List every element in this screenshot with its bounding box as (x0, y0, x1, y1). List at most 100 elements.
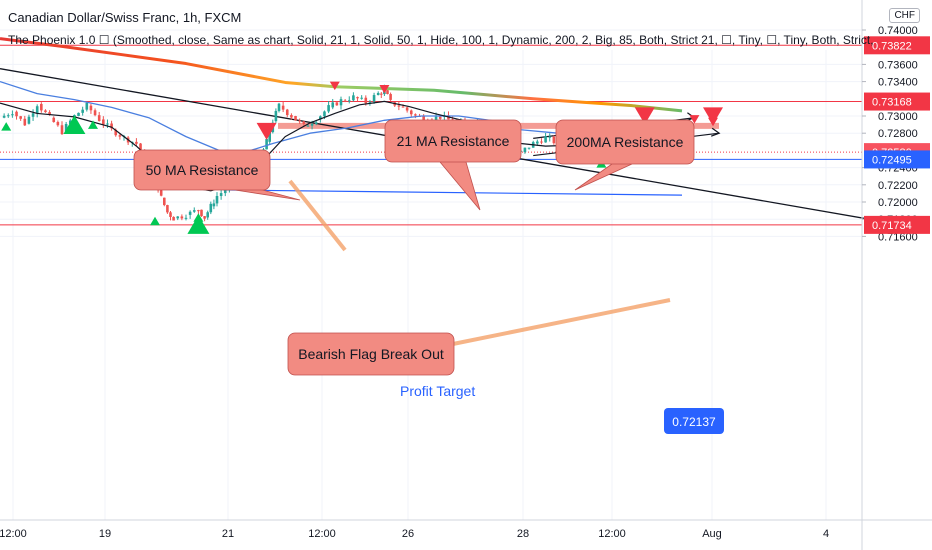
price-tick-label: 0.71600 (878, 231, 918, 243)
callout-200ma-tail (574, 163, 633, 191)
price-tick-label: 0.73000 (878, 111, 918, 123)
candle-bull (77, 112, 80, 116)
candle-bear (298, 120, 301, 122)
candle-bear (397, 105, 401, 107)
time-tick-label: Aug (702, 528, 722, 540)
candle-bull (339, 99, 343, 106)
buy-signal-triangle (1, 122, 12, 131)
candle-bull (314, 122, 318, 124)
time-tick-label: 28 (517, 528, 529, 540)
drawing-lines (0, 68, 900, 347)
candle-bear (135, 141, 138, 144)
price-tick-label: 0.72000 (878, 197, 918, 209)
candle-bull (219, 193, 223, 196)
candle-bear (389, 94, 392, 100)
time-tick-label: 12:00 (0, 528, 27, 540)
candle-bull (81, 109, 84, 113)
breakout-pointer (447, 298, 671, 347)
candle-bull (277, 103, 281, 111)
chart-title: Canadian Dollar/Swiss Franc, 1h, FXCM (8, 10, 242, 25)
sell-signal-triangle (689, 115, 700, 124)
callout-21ma-box (384, 119, 522, 163)
time-tick-label: 19 (99, 528, 111, 540)
candle-bear (290, 115, 293, 118)
candle-bull (27, 116, 31, 124)
candle-bull (306, 125, 310, 127)
price-tick-label: 0.73600 (878, 59, 918, 71)
candle-bear (110, 123, 113, 129)
callout-bearish-flag-text: Bearish Flag Break Out (298, 346, 444, 362)
candle-bear (438, 116, 442, 119)
sell-signal-triangle (708, 117, 718, 127)
candle-bull (206, 212, 209, 218)
candle-bull (268, 132, 271, 142)
candle-bull (215, 195, 219, 204)
candle-bull (372, 95, 376, 102)
candle-bear (97, 115, 101, 122)
candle-bull (331, 102, 335, 108)
candle-bull (6, 115, 10, 117)
candle-bull (310, 123, 314, 126)
sell-signal-triangle (703, 107, 723, 125)
candle-bear (172, 216, 175, 221)
price-label-box (864, 92, 930, 111)
annotation-callouts: 50 MA Resistance 21 MA Resistance 200MA Re… (133, 119, 724, 434)
candle-bear (356, 97, 359, 99)
candle-bear (56, 122, 60, 126)
candle-bull (223, 190, 227, 194)
sell-signal-triangle (329, 81, 340, 91)
candle-bear (200, 209, 203, 217)
profit-target-label: Profit Target (400, 383, 475, 399)
price-label-text: 0.72495 (872, 154, 912, 166)
candle-bull (35, 106, 39, 114)
sell-signal-triangle (379, 85, 390, 94)
candle-bull (434, 116, 438, 122)
candle-bear (163, 197, 166, 206)
candle-bear (409, 110, 413, 115)
currency-button[interactable]: CHF (889, 8, 920, 23)
callout-50ma-tail (234, 187, 301, 201)
candle-bull (527, 147, 531, 149)
price-axis: 0.74000 0.73600 0.73400 0.73000 0.72800 0.724… (861, 0, 930, 550)
candle-bear (15, 111, 18, 117)
candle-bull (85, 102, 89, 110)
callout-21ma-text: 21 MA Resistance (397, 133, 510, 149)
profit-target-line (223, 189, 683, 196)
candle-bear (52, 117, 56, 123)
candle-bull (184, 217, 188, 219)
candle-bear (335, 102, 339, 106)
buy-signal-triangle (63, 115, 86, 135)
candle-bear (405, 107, 409, 111)
flag-arrow-head (710, 127, 721, 137)
candle-bear (159, 190, 163, 196)
candle-bull (212, 203, 216, 207)
candle-bull (106, 123, 109, 125)
candle-bull (2, 115, 6, 118)
candle-bull (209, 203, 213, 213)
candle-bear (114, 129, 118, 136)
candle-bear (44, 110, 47, 113)
candle-bear (294, 116, 297, 121)
candle-bull (319, 116, 322, 120)
callout-50ma-text: 50 MA Resistance (146, 162, 259, 178)
callout-200ma-box (555, 119, 695, 165)
sell-signal-triangle (634, 107, 655, 125)
candle-bear (169, 212, 172, 217)
candle-bear (422, 116, 425, 122)
time-tick-label: 12:00 (598, 528, 626, 540)
candle-bull (360, 97, 363, 99)
candle-bull (544, 136, 547, 143)
50ma-pointer (288, 179, 347, 252)
candle-bear (203, 216, 206, 219)
candle-bull (64, 124, 68, 132)
buy-signal-triangle (150, 216, 160, 226)
indicator-legend[interactable]: The Phoenix 1.0 ☐ (Smoothed, close, Same… (8, 33, 873, 47)
candle-bear (180, 216, 184, 219)
candle-bull (31, 113, 35, 117)
target-price-text: 0.72137 (672, 415, 716, 429)
candle-bull (11, 114, 14, 116)
candle-bull (188, 211, 192, 215)
price-label-box (864, 150, 930, 169)
candle-bull (327, 105, 330, 112)
